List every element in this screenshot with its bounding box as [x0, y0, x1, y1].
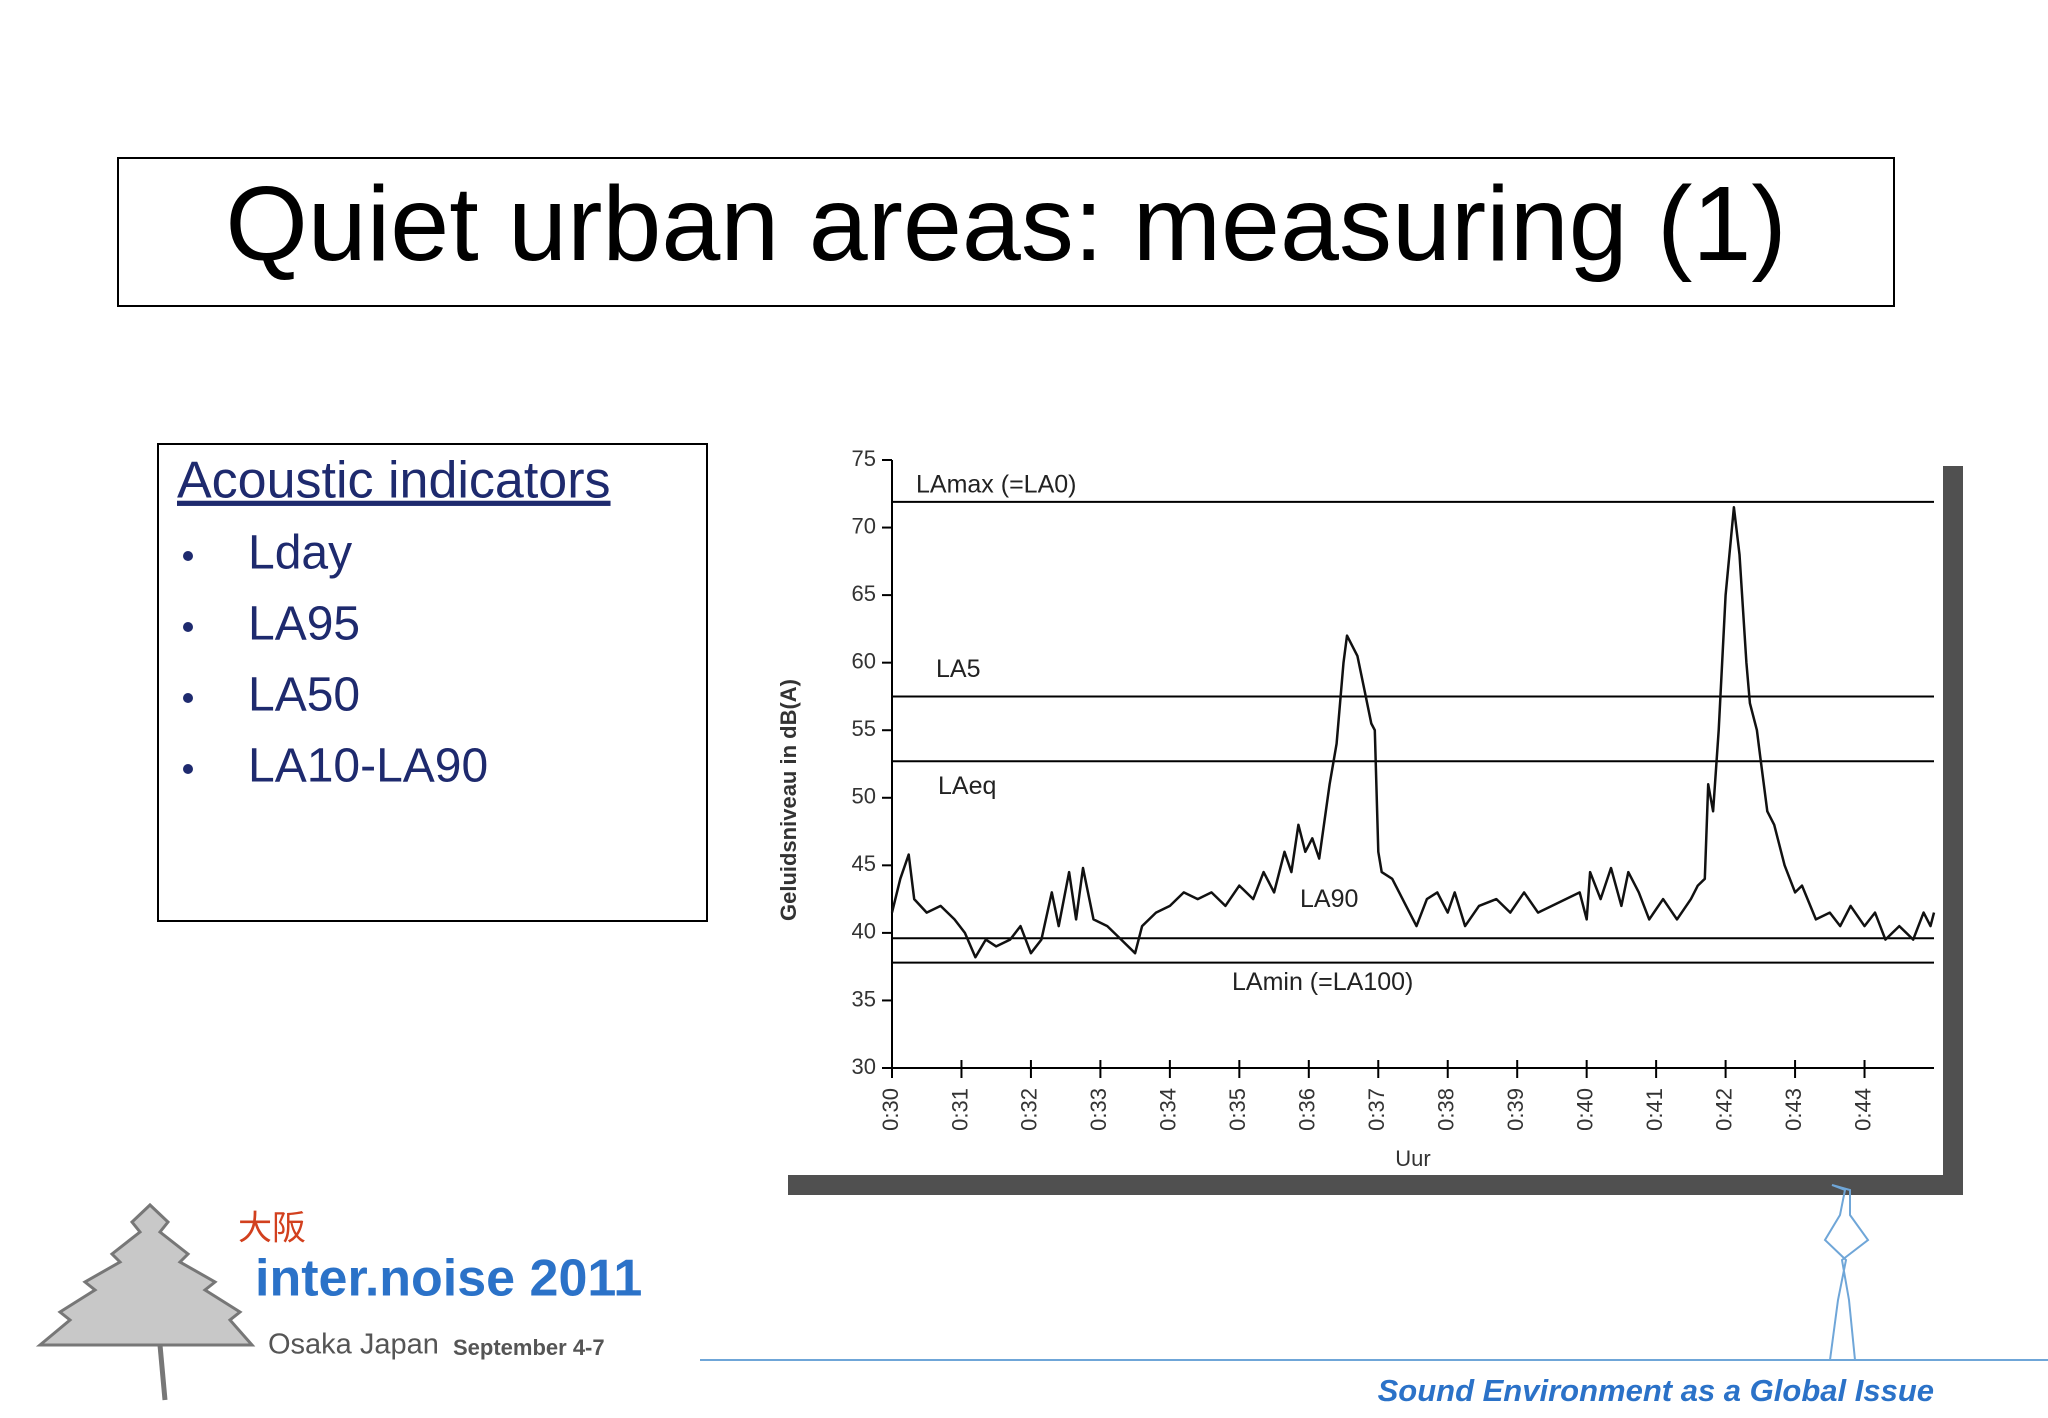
indicator-heading: Acoustic indicators: [177, 452, 611, 510]
y-tick-label: 50: [852, 784, 876, 809]
logo-event: inter.noise 2011: [255, 1250, 642, 1308]
x-tick-label: 0:34: [1156, 1088, 1181, 1131]
bullet: [183, 622, 193, 632]
y-tick-label: 70: [852, 513, 876, 538]
y-tick-label: 45: [852, 851, 876, 876]
reference-label: LA5: [936, 655, 980, 683]
tower-icon: [1823, 1184, 1870, 1361]
slide-title: Quiet urban areas: measuring (1): [225, 165, 1786, 283]
x-tick-label: 0:30: [878, 1088, 903, 1131]
bullet: [183, 551, 193, 561]
x-tick-label: 0:35: [1225, 1088, 1250, 1131]
bullet-text: LA50: [248, 669, 360, 722]
chart-shadow: [1943, 466, 1963, 1195]
x-tick-label: 0:38: [1434, 1088, 1459, 1131]
footer-theme: Sound Environment as a Global Issue: [1378, 1373, 1934, 1408]
logo-kanji: 大阪: [238, 1209, 306, 1249]
reference-label: LA90: [1300, 885, 1358, 913]
x-axis-label: Uur: [1395, 1146, 1430, 1171]
title-box: [117, 157, 1895, 307]
indicator-box: [157, 443, 708, 922]
castle-icon: [157, 1344, 168, 1401]
x-tick-label: 0:43: [1781, 1088, 1806, 1131]
x-tick-label: 0:39: [1503, 1088, 1528, 1131]
y-tick-label: 30: [852, 1054, 876, 1079]
y-axis-label: Geluidsniveau in dB(A): [776, 679, 801, 921]
chart-shadow: [788, 1175, 1963, 1195]
x-tick-label: 0:40: [1572, 1088, 1597, 1131]
bullet: [183, 693, 193, 703]
reference-label: LAmax (=LA0): [916, 470, 1077, 498]
x-tick-label: 0:32: [1017, 1088, 1042, 1131]
bullet: [183, 764, 193, 774]
x-tick-label: 0:31: [947, 1088, 972, 1131]
reference-label: LAmin (=LA100): [1232, 968, 1413, 996]
y-tick-label: 55: [852, 716, 876, 741]
x-tick-label: 0:41: [1642, 1088, 1667, 1131]
bullet-text: LA95: [248, 598, 360, 651]
chart: 30 35 40 45 50 55 60 65 70 75 0:30 0:31 0:32 0:33 0:34…: [776, 446, 1936, 1171]
y-tick-label: 40: [852, 919, 876, 944]
y-tick-label: 35: [852, 986, 876, 1011]
x-tick-label: 0:36: [1295, 1088, 1320, 1131]
y-tick-label: 60: [852, 648, 876, 673]
castle-icon: [35, 1202, 256, 1347]
logo-dates: September 4-7: [453, 1335, 605, 1360]
x-tick-label: 0:37: [1364, 1088, 1389, 1131]
data-line: [890, 506, 1936, 959]
bullet-text: LA10-LA90: [248, 740, 488, 793]
y-tick-label: 65: [852, 581, 876, 606]
bullet-list: Lday LA95 LA50 LA10-LA90: [183, 527, 488, 793]
bullet-text: Lday: [248, 527, 352, 580]
x-tick-label: 0:42: [1711, 1088, 1736, 1131]
x-tick-label: 0:44: [1850, 1088, 1875, 1131]
x-tick-label: 0:33: [1086, 1088, 1111, 1131]
reference-label: LAeq: [938, 772, 996, 800]
logo-location: Osaka Japan: [268, 1329, 439, 1361]
y-tick-label: 75: [852, 446, 876, 471]
footer-logo: 大阪 inter.noise 2011 Osaka Japan Septembe…: [35, 1202, 642, 1401]
